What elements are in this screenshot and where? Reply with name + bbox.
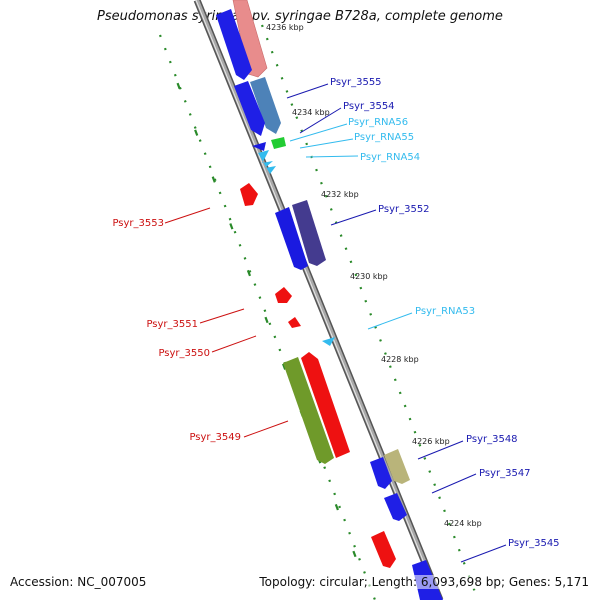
gene-label-psyr-3547: Psyr_3547	[479, 468, 531, 479]
leader-psyr-3547	[431, 473, 477, 494]
leader-psyr-rna56	[289, 123, 348, 142]
gene-feature-psyr-3555	[250, 77, 281, 134]
gene-label-psyr-3555: Psyr_3555	[330, 77, 382, 88]
gene-feature-psyr-3552b	[275, 207, 308, 270]
gene-feature-psyr-3551	[275, 287, 292, 303]
gene-label-psyr-3550: Psyr_3550	[158, 348, 210, 359]
gene-feature-psyr-3548	[384, 449, 410, 484]
kbp-tick-4236: 4236 kbp	[266, 23, 304, 32]
gene-label-psyr-3545: Psyr_3545	[508, 538, 560, 549]
leader-psyr-rna54	[305, 155, 359, 158]
genome-summary-text: Topology: circular; Length: 6,093,698 bp…	[257, 575, 591, 589]
gene-feature-psyr-3554	[234, 81, 265, 136]
gene-label-psyr-3549: Psyr_3549	[189, 432, 241, 443]
kbp-tick-4226: 4226 kbp	[412, 437, 450, 446]
gene-label-psyr-rna53: Psyr_RNA53	[415, 306, 475, 317]
gene-feature-red-3544	[371, 531, 396, 568]
leader-psyr-3553	[164, 207, 211, 224]
kbp-tick-4234: 4234 kbp	[292, 108, 330, 117]
gene-feature-psyr-rna55	[252, 142, 266, 151]
leader-psyr-3549	[243, 420, 289, 438]
gene-label-psyr-rna54: Psyr_RNA54	[360, 152, 420, 163]
gene-feature-psyr-3553	[240, 183, 258, 206]
gene-feature-psyr-rna54	[258, 150, 276, 174]
gene-label-psyr-rna55: Psyr_RNA55	[354, 132, 414, 143]
kbp-ticks: 4236 kbp 4234 kbp 4232 kbp 4230 kbp 4228…	[266, 23, 482, 528]
gene-label-psyr-3552: Psyr_3552	[378, 204, 430, 215]
gene-feature-psyr-rna53	[322, 337, 335, 346]
gene-feature-psyr-3549-olive	[283, 357, 334, 464]
leader-psyr-3545	[460, 544, 507, 563]
leader-lines	[164, 83, 507, 563]
gene-label-psyr-3548: Psyr_3548	[466, 434, 518, 445]
gene-feature-psyr-3546	[384, 493, 407, 521]
gene-feature-blue-3556	[216, 9, 252, 80]
gene-label-psyr-3551: Psyr_3551	[146, 319, 198, 330]
inner-dash-track	[165, 54, 370, 591]
kbp-tick-4224: 4224 kbp	[444, 519, 482, 528]
leader-psyr-3551	[199, 308, 245, 324]
gene-label-psyr-rna56: Psyr_RNA56	[348, 117, 408, 128]
gene-features	[216, 0, 443, 600]
gene-feature-psyr-rna56	[271, 137, 286, 149]
gene-labels: Psyr_3555 Psyr_3554 Psyr_RNA56 Psyr_RNA5…	[112, 77, 559, 549]
leader-psyr-3552	[330, 209, 377, 226]
leader-psyr-rna55	[299, 138, 354, 149]
gene-label-psyr-3554: Psyr_3554	[343, 101, 395, 112]
gene-feature-psyr-3552	[292, 200, 326, 266]
gene-feature-psyr-3550	[288, 317, 301, 328]
gene-feature-psyr-3547	[370, 457, 392, 489]
kbp-tick-4230: 4230 kbp	[350, 272, 388, 281]
kbp-tick-4228: 4228 kbp	[381, 355, 419, 364]
gene-label-psyr-3553: Psyr_3553	[112, 218, 164, 229]
leader-psyr-3554	[299, 107, 342, 134]
leader-psyr-rna53	[367, 312, 413, 330]
accession-text: Accession: NC_007005	[10, 575, 147, 589]
kbp-tick-4232: 4232 kbp	[321, 190, 359, 199]
leader-psyr-3555	[286, 83, 329, 99]
gene-feature-psyr-3549	[301, 352, 350, 458]
leader-psyr-3550	[211, 335, 257, 353]
leader-psyr-3548	[417, 440, 464, 460]
